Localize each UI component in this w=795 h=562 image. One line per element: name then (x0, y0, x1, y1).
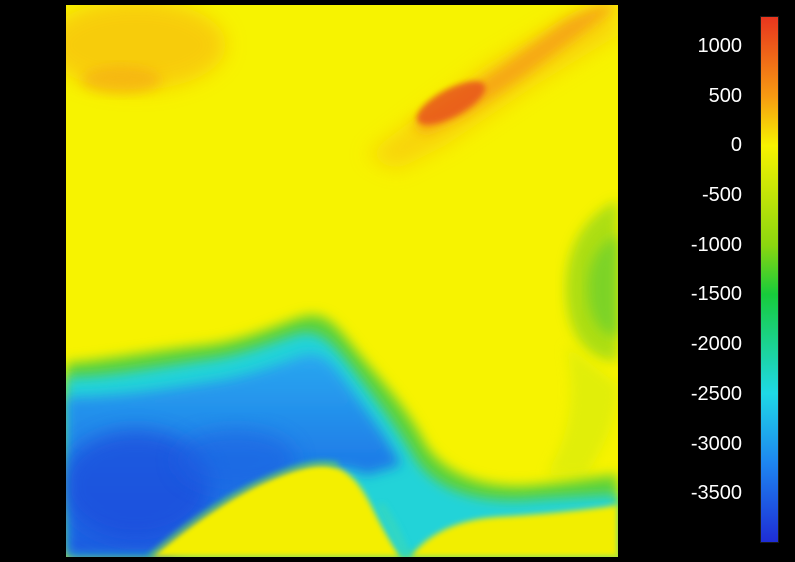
colorbar-tick-label: -500 (701, 183, 742, 206)
land-south-east (411, 505, 618, 557)
colorbar-tick-label: 500 (708, 84, 742, 107)
colorbar-tick-label: -1500 (690, 283, 742, 306)
colorbar-tick-label: 1000 (697, 34, 743, 57)
strait-south (376, 503, 411, 557)
colorbar-tick-label: -2500 (690, 382, 742, 405)
ridge-peak (416, 81, 486, 125)
deep-basin-core (66, 430, 211, 540)
colorbar-tick-label: -3500 (690, 482, 742, 505)
colorbar-tick-label: -1000 (690, 233, 742, 256)
channel-right (546, 345, 618, 475)
elevation-map (66, 5, 618, 557)
elevation-map-svg (66, 5, 618, 557)
shelf-right-core (587, 235, 618, 337)
colorbar-tick-label: -2000 (690, 333, 742, 356)
peninsula-south (151, 464, 401, 557)
deep-basin-core-2 (176, 430, 296, 490)
highland-upper-left-core (81, 66, 161, 94)
colorbar-tick-label: 0 (730, 134, 742, 157)
colorbar-tick-label: -3000 (690, 432, 742, 455)
colorbar (760, 16, 779, 543)
